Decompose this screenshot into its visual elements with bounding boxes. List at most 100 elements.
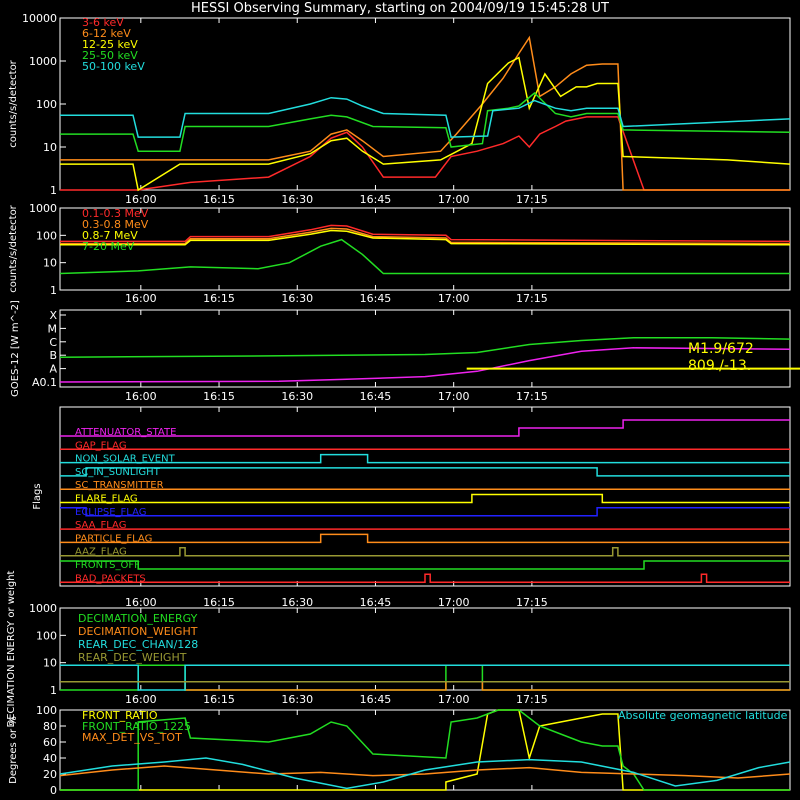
series-line bbox=[59, 765, 791, 779]
y-tick-label: 10000 bbox=[22, 12, 57, 25]
y-tick-label: 1 bbox=[50, 284, 57, 297]
x-tick-label: 16:30 bbox=[281, 292, 313, 305]
series-line bbox=[59, 238, 790, 275]
y-tick-label: 100 bbox=[36, 229, 57, 242]
legend-entry: 0.8-7 MeV bbox=[82, 229, 138, 242]
flag-line bbox=[60, 573, 790, 584]
x-tick-label: 17:00 bbox=[438, 193, 470, 206]
x-tick-label: 16:30 bbox=[281, 693, 313, 706]
legend-entry: FRONT_RATIO bbox=[82, 709, 158, 722]
flag-line bbox=[60, 467, 790, 477]
y-axis-label: Degrees or % bbox=[8, 716, 19, 784]
legend-entry: 7-20 MeV bbox=[82, 240, 135, 253]
x-tick-label: 17:15 bbox=[516, 390, 548, 403]
series-line bbox=[60, 56, 791, 192]
legend-entry: REAR_DEC_CHAN/128 bbox=[78, 638, 198, 651]
series-line bbox=[60, 664, 790, 691]
y-tick-label: A0.1 bbox=[32, 376, 57, 389]
flag-label: PARTICLE_FLAG bbox=[75, 533, 152, 544]
legend-entry: 12-25 keV bbox=[82, 38, 138, 51]
flag-label: FRONTS_OFF bbox=[75, 560, 140, 571]
y-tick-label: 10 bbox=[43, 257, 57, 270]
y-axis-label: DECIMATION ENERGY or weight bbox=[6, 570, 17, 727]
x-tick-label: 17:00 bbox=[438, 693, 470, 706]
series-line bbox=[59, 347, 791, 383]
series-line bbox=[60, 116, 790, 191]
x-tick-label: 16:45 bbox=[360, 193, 392, 206]
x-tick-label: 16:00 bbox=[125, 390, 157, 403]
y-tick-label: 1 bbox=[50, 184, 57, 197]
series-line bbox=[60, 91, 791, 152]
legend-entry: REAR_DEC_WEIGHT bbox=[78, 651, 187, 664]
legend-entry: 6-12 keV bbox=[82, 27, 131, 40]
x-tick-label: 16:00 bbox=[125, 292, 157, 305]
flag-label: NON_SOLAR_EVENT bbox=[75, 454, 176, 465]
y-tick-label: 10 bbox=[43, 141, 57, 154]
x-tick-label: 17:15 bbox=[516, 693, 548, 706]
series-line bbox=[59, 757, 791, 790]
y-tick-label: M bbox=[48, 322, 58, 335]
x-tick-label: 17:00 bbox=[438, 292, 470, 305]
flag-line bbox=[60, 507, 790, 517]
legend-entry: 50-100 keV bbox=[82, 60, 145, 73]
series-line bbox=[60, 35, 790, 191]
flag-label: SAA_FLAG bbox=[75, 520, 126, 531]
y-tick-label: A bbox=[49, 363, 57, 376]
y-tick-label: C bbox=[49, 336, 57, 349]
x-tick-label: 16:30 bbox=[281, 193, 313, 206]
goes-annotation: M1.9/672 bbox=[688, 341, 754, 357]
panel1-frame bbox=[59, 17, 791, 191]
x-tick-label: 16:15 bbox=[203, 390, 235, 403]
flag-line bbox=[60, 419, 790, 437]
chart-title: HESSI Observing Summary, starting on 200… bbox=[191, 1, 609, 16]
panel2-frame bbox=[59, 207, 791, 291]
x-tick-label: 17:00 bbox=[438, 390, 470, 403]
flag-label: BAD_PACKETS bbox=[75, 573, 146, 584]
flag-line bbox=[60, 560, 790, 570]
flag-line bbox=[60, 453, 790, 464]
y-tick-label: 60 bbox=[43, 736, 57, 749]
y-tick-label: 10 bbox=[43, 657, 57, 670]
legend-entry: DECIMATION_ENERGY bbox=[78, 612, 198, 625]
flag-label: AAZ_FLAG bbox=[75, 547, 127, 558]
x-tick-label: 16:45 bbox=[360, 693, 392, 706]
y-tick-label: 20 bbox=[43, 768, 57, 781]
series-line bbox=[60, 229, 791, 246]
x-tick-label: 16:45 bbox=[360, 596, 392, 609]
legend-entry: 0.3-0.8 MeV bbox=[82, 218, 149, 231]
flag-label: FLARE_FLAG bbox=[75, 494, 138, 505]
x-tick-label: 16:00 bbox=[125, 693, 157, 706]
legend-entry: 25-50 keV bbox=[82, 49, 138, 62]
flag-line bbox=[60, 533, 790, 544]
flag-label: GAP_FLAG bbox=[75, 440, 127, 451]
x-tick-label: 17:00 bbox=[438, 596, 470, 609]
legend-entry: 0.1-0.3 MeV bbox=[82, 207, 149, 220]
x-tick-label: 16:15 bbox=[203, 693, 235, 706]
x-tick-label: 17:15 bbox=[516, 292, 548, 305]
x-tick-label: 17:15 bbox=[516, 596, 548, 609]
y-tick-label: 80 bbox=[43, 720, 57, 733]
y-tick-label: B bbox=[49, 349, 57, 362]
x-tick-label: 17:15 bbox=[516, 193, 548, 206]
legend-entry: DECIMATION_WEIGHT bbox=[78, 625, 198, 638]
series-line bbox=[60, 681, 790, 691]
flag-label: ECLIPSE_FLAG bbox=[75, 507, 146, 518]
series-line bbox=[59, 337, 791, 358]
x-tick-label: 16:00 bbox=[125, 596, 157, 609]
y-axis-label: counts/s/detector bbox=[8, 204, 19, 292]
x-tick-label: 16:15 bbox=[203, 193, 235, 206]
x-tick-label: 16:00 bbox=[125, 193, 157, 206]
series-line bbox=[60, 224, 791, 243]
flag-label: SC_TRANSMITTER bbox=[75, 480, 164, 491]
x-tick-label: 16:45 bbox=[360, 390, 392, 403]
x-tick-label: 16:15 bbox=[203, 292, 235, 305]
legend-entry: 3-6 keV bbox=[82, 16, 124, 29]
y-tick-label: 0 bbox=[50, 784, 57, 797]
y-tick-label: 100 bbox=[36, 704, 57, 717]
y-tick-label: X bbox=[49, 309, 57, 322]
panel4-frame bbox=[59, 406, 791, 587]
goes-annotation: 809./-13. bbox=[688, 358, 751, 374]
x-tick-label: 16:30 bbox=[281, 596, 313, 609]
flag-line bbox=[60, 546, 790, 557]
